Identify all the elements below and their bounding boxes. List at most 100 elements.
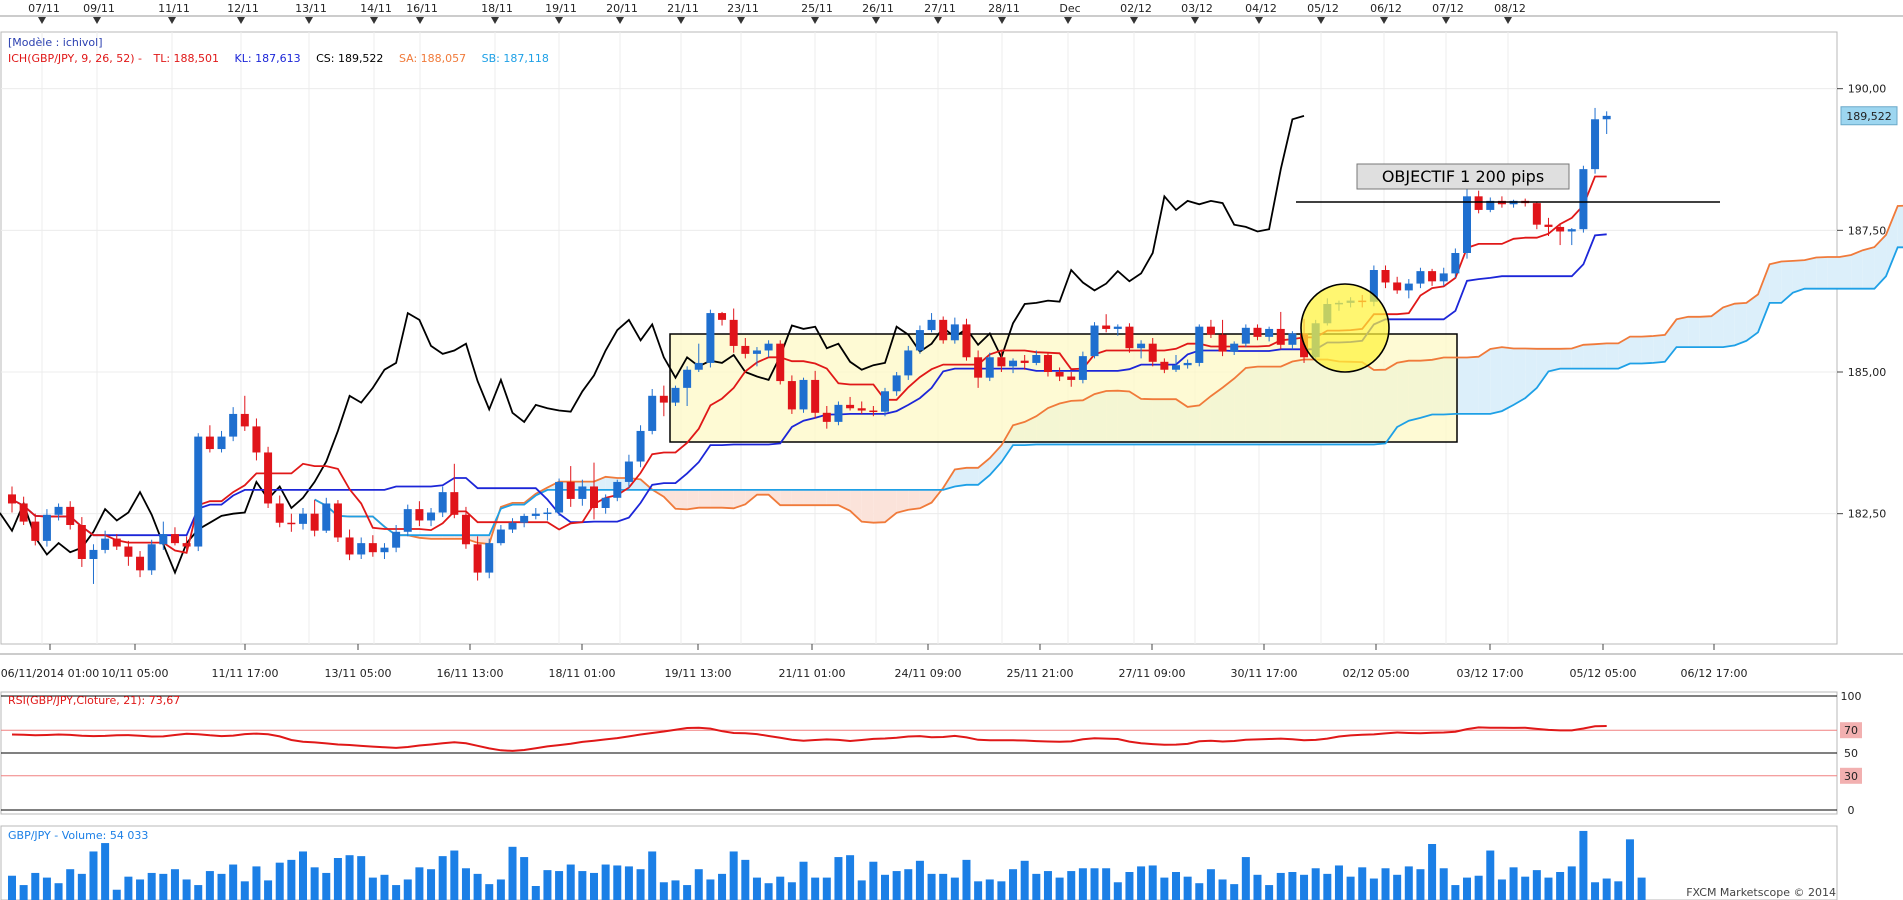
date-marker-icon <box>1380 17 1388 24</box>
candle-body <box>1276 328 1285 345</box>
candle-body <box>1439 273 1448 282</box>
cloud-segment <box>873 489 885 523</box>
top-date-label: 05/12 <box>1307 2 1339 15</box>
volume-bar <box>124 876 133 900</box>
candle-body <box>671 387 680 403</box>
target-annotation: OBJECTIF 1 200 pips <box>1356 163 1570 190</box>
candle-body <box>1544 224 1553 227</box>
volume-bar <box>1428 844 1437 900</box>
candle-body <box>1567 229 1576 232</box>
volume-bar <box>962 859 971 900</box>
cloud-segment <box>675 489 688 510</box>
candle-body <box>694 362 703 370</box>
sb-value: SB: 187,118 <box>482 52 549 65</box>
cloud-segment <box>1560 348 1572 369</box>
last-price-badge <box>1840 106 1898 126</box>
date-marker-icon <box>1064 17 1072 24</box>
candle-body <box>648 395 657 431</box>
volume-bar <box>683 885 692 900</box>
bottom-date-label: 06/12 17:00 <box>1681 667 1748 680</box>
volume-bar <box>508 846 517 900</box>
volume-bar <box>264 880 273 900</box>
cloud-segment <box>791 489 804 506</box>
cloud-segment <box>756 489 769 495</box>
candle-body <box>403 509 412 532</box>
candle-body <box>1369 270 1378 302</box>
volume-bar <box>881 874 889 900</box>
candle-body <box>1602 115 1611 120</box>
cloud-segment <box>978 458 990 485</box>
volume-bar <box>1323 873 1332 900</box>
volume-bar <box>368 877 377 900</box>
candle-body <box>1206 326 1215 335</box>
date-marker-icon <box>555 17 563 24</box>
volume-bar <box>776 876 785 900</box>
candle-body <box>718 313 727 320</box>
volume-bar <box>19 885 28 900</box>
cloud-segment <box>1525 348 1537 399</box>
candle-body <box>1393 282 1402 291</box>
cloud-segment <box>768 489 781 506</box>
candle-body <box>357 543 366 555</box>
volume-bar <box>1625 839 1634 900</box>
volume-bar <box>1288 872 1297 900</box>
volume-bar <box>333 858 342 900</box>
cloud-segment <box>1792 260 1805 293</box>
cloud-segment <box>966 467 979 485</box>
candle-body <box>520 515 529 523</box>
top-date-label: 03/12 <box>1181 2 1213 15</box>
candle-body <box>1532 203 1541 225</box>
candle-body <box>1288 333 1297 345</box>
volume-bar <box>77 873 86 900</box>
volume-bar <box>915 860 924 900</box>
volume-bar <box>1381 868 1390 900</box>
candle-body <box>380 547 389 553</box>
date-marker-icon <box>416 17 424 24</box>
candle-body <box>1230 343 1239 352</box>
cloud-segment <box>1618 336 1630 369</box>
cloud-segment <box>442 535 455 539</box>
price-axis: 190,00 187,50 185,00 182,50 189,522 <box>1837 83 1898 521</box>
model-label: [Modèle : ichivol] <box>8 36 103 49</box>
candle-body <box>287 522 296 525</box>
volume-bar <box>322 872 331 900</box>
top-date-label: 14/11 <box>360 2 392 15</box>
volume-bar <box>799 861 808 900</box>
candle-body <box>834 404 843 422</box>
volume-bar <box>229 864 238 900</box>
volume-bar <box>1300 874 1309 900</box>
volume-bar <box>1311 868 1320 900</box>
volume-bar <box>147 872 156 900</box>
volume-bar <box>1451 885 1460 900</box>
top-date-label: 07/11 <box>28 2 60 15</box>
volume-bar <box>694 869 703 900</box>
volume-bar <box>275 862 284 900</box>
candle-body <box>892 375 901 392</box>
cloud-segment <box>1571 344 1584 369</box>
candle-body <box>985 357 994 378</box>
bottom-date-label: 27/11 09:00 <box>1119 667 1186 680</box>
top-date-label: 12/11 <box>227 2 259 15</box>
rsi-level-label: 0 <box>1848 804 1855 817</box>
cloud-segment <box>1746 294 1758 341</box>
volume-bar <box>1137 866 1146 900</box>
candle-body <box>66 506 75 525</box>
candle-body <box>543 512 552 515</box>
volume-bar <box>1078 868 1087 900</box>
top-date-label: 13/11 <box>295 2 327 15</box>
cloud-segment <box>1501 347 1514 412</box>
cloud-segment <box>803 489 816 506</box>
volume-bar <box>1463 877 1471 900</box>
volume-bar <box>194 885 203 900</box>
volume-bar <box>555 871 564 900</box>
candle-body <box>950 324 959 341</box>
volume-bar <box>892 871 901 900</box>
volume-bar <box>764 883 773 900</box>
cloud-segment <box>1839 254 1852 289</box>
candle-body <box>1102 325 1111 329</box>
volume-bar <box>1369 878 1378 900</box>
top-date-label: Dec <box>1059 2 1080 15</box>
candle-body <box>252 426 261 453</box>
top-date-label: 21/11 <box>667 2 699 15</box>
date-marker-icon <box>1130 17 1138 24</box>
